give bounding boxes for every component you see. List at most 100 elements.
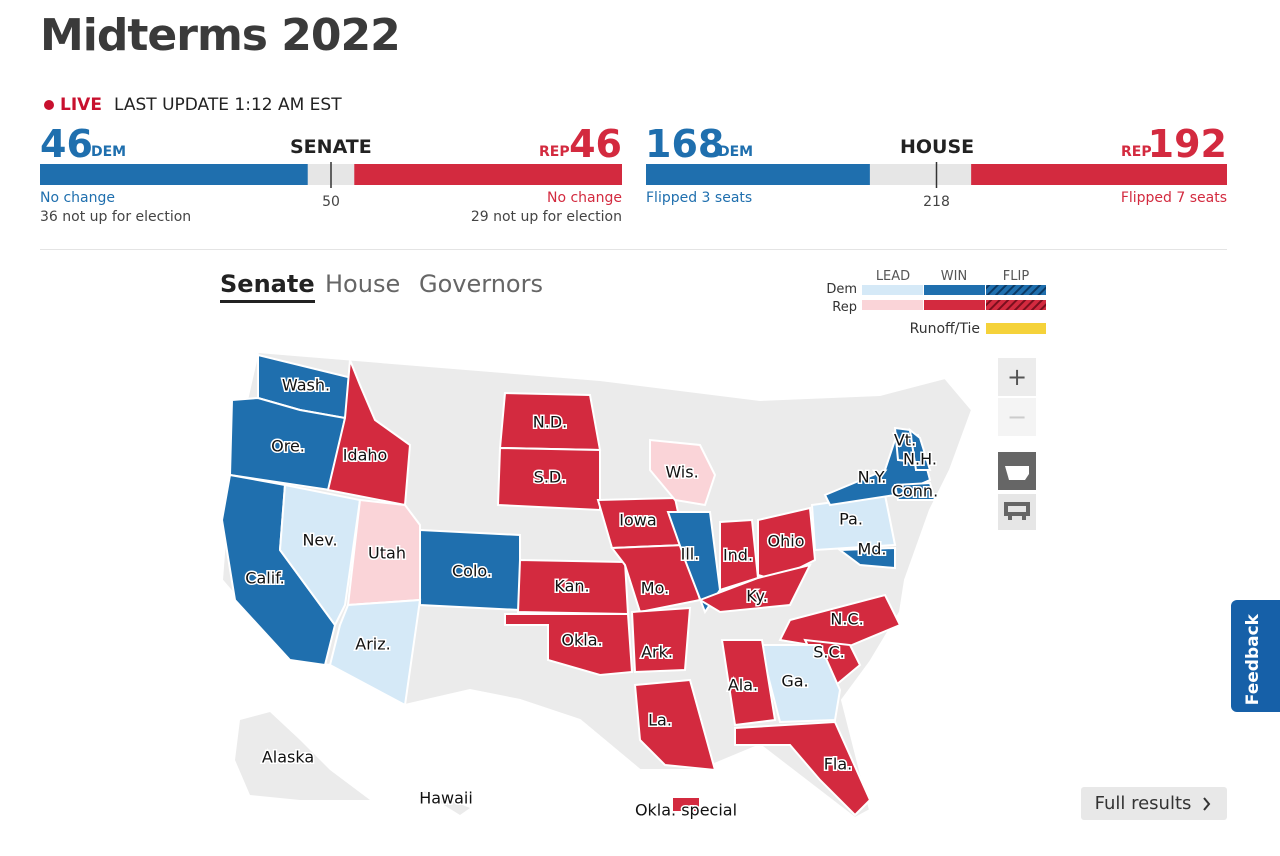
swatch xyxy=(862,300,923,310)
state-label: Mo. xyxy=(641,579,669,598)
state[interactable] xyxy=(328,598,422,707)
swatch xyxy=(986,300,1046,310)
tab-active[interactable]: Senate xyxy=(220,270,315,303)
house-rep-note: Flipped 7 seats xyxy=(1120,190,1227,206)
rep-bar xyxy=(354,164,622,185)
page-title: Midterms 2022 xyxy=(40,10,401,61)
swatch xyxy=(862,285,923,295)
senate-dem-seats: 46 xyxy=(40,122,93,166)
full-results[interactable]: Full results xyxy=(1081,787,1227,820)
zoom-in-label: + xyxy=(1007,363,1027,391)
state[interactable] xyxy=(758,644,842,724)
state-label: Idaho xyxy=(343,446,388,465)
map-icon xyxy=(1005,466,1029,480)
chevron xyxy=(1203,797,1211,811)
senate-dem-tag: DEM xyxy=(91,144,127,160)
dem-bar xyxy=(40,164,308,185)
dem-bar xyxy=(646,164,870,185)
feedback-label: Feedback xyxy=(1243,614,1263,706)
state-label: Utah xyxy=(368,544,406,563)
house-dem-note: Flipped 3 seats xyxy=(646,190,753,206)
state-label: Okla. special xyxy=(635,801,737,820)
state[interactable] xyxy=(326,359,412,507)
state-label: Vt. xyxy=(894,431,916,450)
rep-bar xyxy=(971,164,1227,185)
legend-runoff: Runoff/Tie xyxy=(910,321,980,337)
state-label: N.C. xyxy=(830,610,863,629)
state[interactable] xyxy=(893,481,937,501)
swatch xyxy=(924,300,985,310)
swatch xyxy=(986,323,1046,334)
state[interactable] xyxy=(649,438,717,507)
grid-icon xyxy=(1004,502,1030,520)
state-label: Md. xyxy=(857,540,886,559)
state-label: Wash. xyxy=(282,376,330,395)
state-label: N.H. xyxy=(903,450,937,469)
state[interactable] xyxy=(908,427,932,471)
house-dem-tag: DEM xyxy=(718,144,754,160)
state-label: N.Y. xyxy=(858,468,887,487)
full-results-button[interactable] xyxy=(1081,787,1227,820)
state[interactable] xyxy=(630,606,692,674)
house-label: HOUSE xyxy=(900,136,975,158)
full-results-label: Full results xyxy=(1095,793,1192,814)
state[interactable] xyxy=(778,593,902,652)
state-label: Ore. xyxy=(271,437,305,456)
state[interactable] xyxy=(734,720,872,817)
senate-rep-sub: 29 not up for election xyxy=(470,209,622,225)
state-label: N.D. xyxy=(533,413,567,432)
zoom-in[interactable] xyxy=(998,358,1036,396)
senate-rep-tag: REP xyxy=(539,144,570,160)
legend-row: Rep xyxy=(832,300,857,315)
senate-rep-note: No change xyxy=(546,190,622,206)
state-label: Colo. xyxy=(452,562,492,581)
swatch xyxy=(986,285,1046,295)
live-badge: LIVE xyxy=(44,95,102,115)
state-label: Wis. xyxy=(665,463,698,482)
majority-label: 218 xyxy=(923,194,950,210)
hawaii-shape xyxy=(420,790,470,815)
state-label: Pa. xyxy=(839,510,863,529)
state[interactable] xyxy=(697,563,812,614)
senate-rep-seats: 46 xyxy=(569,122,622,166)
state-label: Iowa xyxy=(619,511,656,530)
tab[interactable]: Governors xyxy=(419,270,543,298)
house-dem-seats: 168 xyxy=(645,122,725,166)
zoom-out-label: − xyxy=(1007,403,1027,431)
state-label: S.C. xyxy=(813,643,845,662)
zoom-out[interactable] xyxy=(998,398,1036,436)
house-rep-tag: REP xyxy=(1121,144,1152,160)
state-label: Ark. xyxy=(641,643,673,662)
tab[interactable]: House xyxy=(325,270,401,298)
state[interactable] xyxy=(837,546,896,570)
state-label: Nev. xyxy=(302,531,337,550)
divider xyxy=(40,249,1227,250)
legend-col: FLIP xyxy=(1003,269,1030,284)
senate-dem-note: No change xyxy=(40,190,116,206)
state[interactable] xyxy=(504,613,634,677)
state-label: Ill. xyxy=(681,545,700,564)
state-label: Okla. xyxy=(561,631,602,650)
state-label: Ohio xyxy=(768,532,805,551)
state[interactable] xyxy=(720,639,777,727)
state-label: Kan. xyxy=(554,577,589,596)
state-label: Ga. xyxy=(781,672,808,691)
state[interactable] xyxy=(671,796,701,813)
state-label: S.D. xyxy=(534,468,567,487)
state-label: Fla. xyxy=(824,755,853,774)
majority-label: 50 xyxy=(322,194,340,210)
zoom-controls: + − xyxy=(998,358,1036,530)
state-label: Ind. xyxy=(723,546,753,565)
legend-row: Dem xyxy=(826,282,857,297)
feedback-tab[interactable]: Feedback xyxy=(1231,600,1280,712)
house-rep-seats: 192 xyxy=(1147,122,1227,166)
state[interactable] xyxy=(278,483,362,627)
state-label: Ariz. xyxy=(355,635,390,654)
state[interactable] xyxy=(633,678,717,772)
state-label: Ala. xyxy=(728,676,758,695)
map: Alaska Hawaii Wash. Ore. Calif. Idaho Nev. Ut… xyxy=(220,350,974,821)
legend-col: LEAD xyxy=(876,269,910,284)
state[interactable] xyxy=(610,543,702,614)
alaska-shape xyxy=(235,712,370,800)
